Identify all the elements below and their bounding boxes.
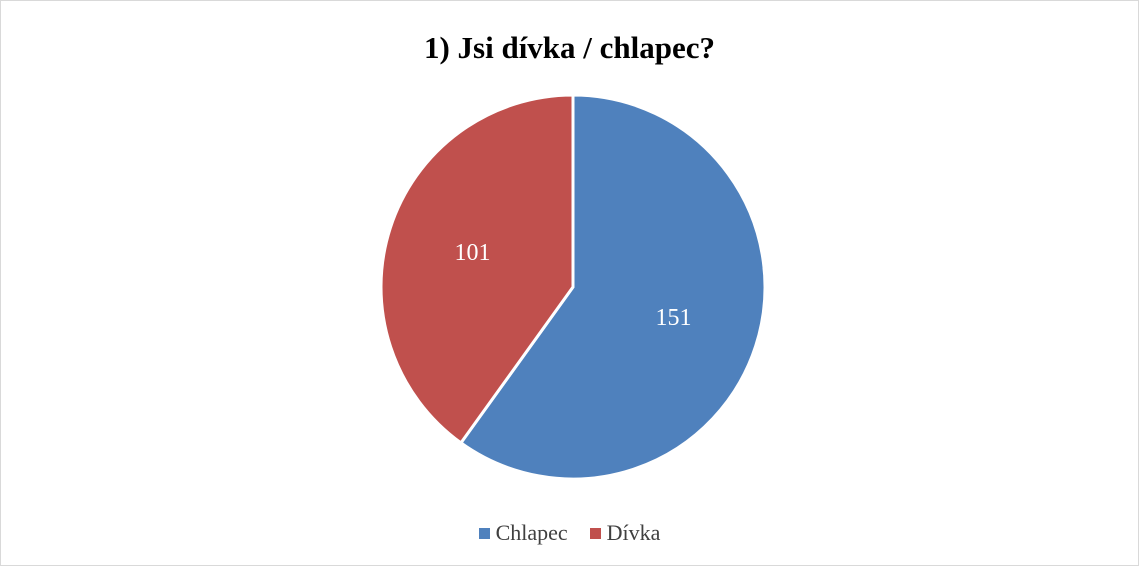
legend-item-chlapec: Chlapec (478, 520, 568, 546)
legend-swatch-chlapec (478, 527, 490, 539)
legend-item-divka: Dívka (589, 520, 661, 546)
pie-slice-divka (379, 93, 575, 445)
pie-slices (379, 93, 767, 481)
pie-slice-chlapec (459, 93, 767, 481)
data-label-chlapec: 151 (656, 305, 692, 331)
legend-swatch-divka (589, 527, 601, 539)
legend-label-chlapec: Chlapec (495, 520, 568, 545)
legend-label-divka: Dívka (606, 520, 661, 545)
chart-title: 1) Jsi dívka / chlapec? (423, 30, 716, 65)
legend: Chlapec Dívka (0, 520, 1139, 546)
data-label-divka: 101 (454, 240, 490, 266)
pie-data-labels: 151 101 (454, 240, 691, 331)
